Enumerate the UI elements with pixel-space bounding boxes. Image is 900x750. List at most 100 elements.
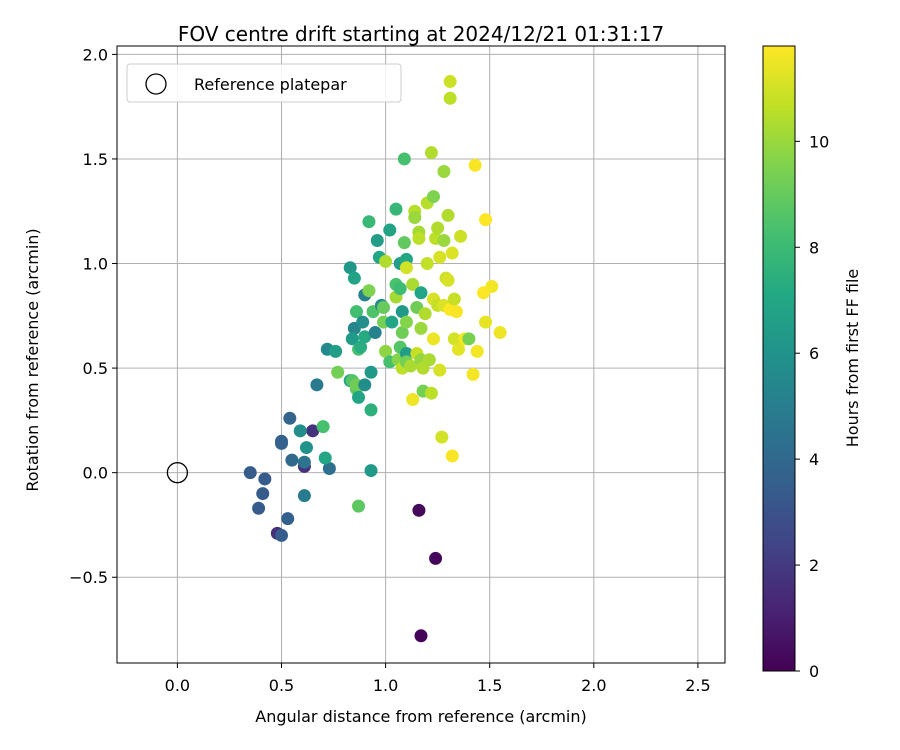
scatter-point [331, 365, 345, 379]
scatter-point [412, 503, 426, 517]
scatter-point [437, 234, 451, 248]
scatter-point [449, 305, 463, 319]
scatter-point [468, 158, 482, 172]
scatter-point [404, 359, 418, 373]
scatter-point [358, 330, 372, 344]
x-axis-label: Angular distance from reference (arcmin) [255, 707, 586, 726]
scatter-point [424, 146, 438, 160]
scatter-point [437, 164, 451, 178]
legend-entry-label: Reference platepar [194, 75, 347, 94]
scatter-point [397, 152, 411, 166]
y-tick-label: 2.0 [83, 45, 108, 64]
x-tick-label: 0.0 [165, 676, 190, 695]
scatter-point [399, 315, 413, 329]
y-axis-ticks: −0.5 0.0 0.5 1.0 1.5 2.0 [69, 45, 117, 587]
colorbar-tick-label: 4 [809, 450, 819, 469]
scatter-point [362, 284, 376, 298]
scatter-point [435, 430, 449, 444]
scatter-point [252, 501, 266, 515]
y-tick-label: −0.5 [69, 568, 108, 587]
scatter-point [370, 234, 384, 248]
scatter-point [422, 353, 436, 367]
y-tick-label: 1.0 [83, 255, 108, 274]
scatter-point [283, 411, 297, 425]
scatter-point [258, 472, 272, 486]
scatter-point [395, 326, 409, 340]
scatter-point [329, 344, 343, 358]
plot-frame [116, 45, 726, 664]
scatter-point [454, 229, 468, 243]
scatter-point [352, 499, 366, 513]
scatter-point [297, 489, 311, 503]
scatter-point [347, 271, 361, 285]
scatter-point [293, 424, 307, 438]
colorbar-gradient [762, 45, 796, 672]
scatter-point [310, 378, 324, 392]
scatter-point [316, 420, 330, 434]
y-axis-label: Rotation from reference (arcmin) [23, 228, 42, 491]
scatter-point [441, 273, 455, 287]
x-tick-label: 2.0 [581, 676, 606, 695]
legend-marker-open-circle [145, 73, 167, 95]
scatter-point [462, 332, 476, 346]
scatter-point [451, 342, 465, 356]
scatter-points [243, 75, 507, 643]
scatter-point [356, 315, 370, 329]
colorbar-label: Hours from first FF file [843, 269, 862, 448]
x-tick-label: 1.0 [373, 676, 398, 695]
scatter-point [426, 332, 440, 346]
scatter-point [406, 277, 420, 291]
scatter-point [368, 326, 382, 340]
scatter-point [424, 386, 438, 400]
scatter-point [354, 340, 368, 354]
scatter-point [414, 629, 428, 643]
scatter-point [408, 211, 422, 225]
scatter-point [364, 403, 378, 417]
scatter-point [441, 208, 455, 222]
colorbar-ticks: 0 2 4 6 8 10 [795, 132, 829, 681]
scatter-point [306, 424, 320, 438]
scatter-point [414, 286, 428, 300]
y-tick-label: 0.5 [83, 359, 108, 378]
scatter-point [414, 321, 428, 335]
scatter-point [243, 466, 257, 480]
scatter-point [274, 434, 288, 448]
scatter-point [418, 307, 432, 321]
scatter-point [485, 280, 499, 294]
scatter-point [399, 261, 413, 275]
scatter-point [377, 300, 391, 314]
chart-title: FOV centre drift starting at 2024/12/21 … [178, 22, 664, 46]
scatter-point [443, 91, 457, 105]
scatter-point [406, 392, 420, 406]
scatter-point [393, 282, 407, 296]
colorbar-tick-label: 8 [809, 238, 819, 257]
scatter-point [426, 190, 440, 204]
scatter-point [383, 223, 397, 237]
colorbar-tick-label: 2 [809, 556, 819, 575]
colorbar: 0 2 4 6 8 10 Hours from first FF file [762, 45, 862, 681]
scatter-point [318, 451, 332, 465]
scatter-point [349, 305, 363, 319]
scatter-point [395, 305, 409, 319]
scatter-point [447, 292, 461, 306]
scatter-point [445, 246, 459, 260]
scatter-point [429, 551, 443, 565]
scatter-point [345, 332, 359, 346]
x-tick-label: 2.5 [685, 676, 710, 695]
scatter-point [397, 236, 411, 250]
legend-box [126, 63, 402, 103]
scatter-point [362, 215, 376, 229]
scatter-point [297, 455, 311, 469]
x-tick-label: 0.5 [269, 676, 294, 695]
scatter-point [281, 512, 295, 526]
scatter-point [479, 315, 493, 329]
scatter-point [385, 315, 399, 329]
scatter-point [285, 453, 299, 467]
scatter-point [479, 213, 493, 227]
scatter-point [447, 332, 461, 346]
scatter-point [322, 461, 336, 475]
scatter-point [379, 344, 393, 358]
scatter-point [433, 363, 447, 377]
scatter-point [412, 231, 426, 245]
scatter-point [443, 75, 457, 89]
